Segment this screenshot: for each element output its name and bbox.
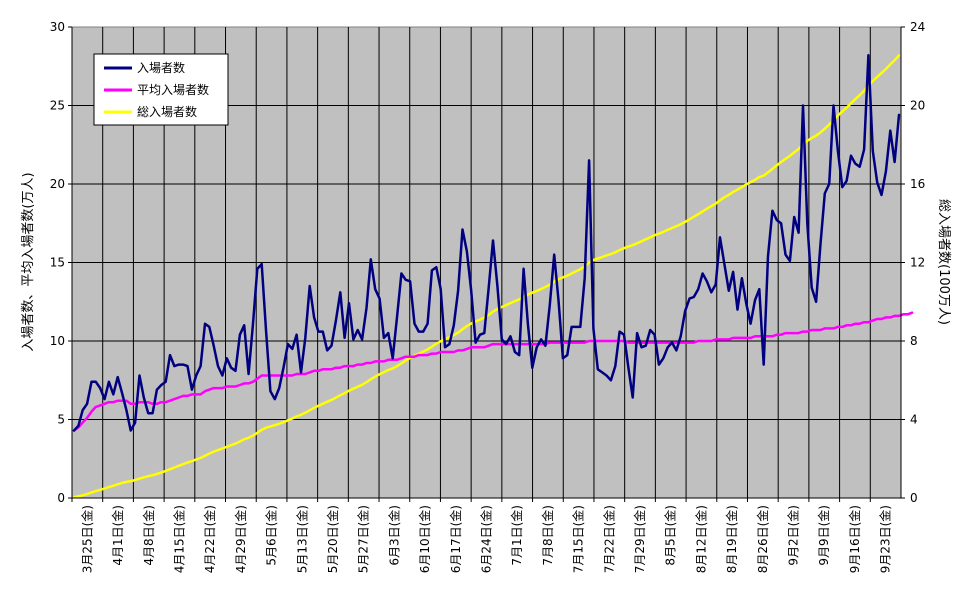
x-tick-label: 7月1日(金) — [509, 505, 524, 566]
x-tick-label: 5月13日(金) — [294, 505, 309, 573]
x-tick-label: 5月20日(金) — [325, 505, 340, 573]
left-tick-label: 15 — [50, 256, 65, 270]
x-tick-label: 6月17日(金) — [448, 505, 463, 573]
x-tick-label: 9月2日(金) — [786, 505, 801, 566]
x-tick-label: 8月5日(金) — [663, 505, 678, 566]
right-tick-label: 24 — [910, 20, 925, 34]
right-tick-label: 16 — [910, 177, 925, 191]
x-tick-label: 3月25日(金) — [79, 505, 94, 573]
x-tick-label: 8月26日(金) — [755, 505, 770, 573]
x-tick-label: 4月1日(金) — [110, 505, 125, 566]
right-axis-title: 総入場者数(100万人) — [936, 199, 951, 325]
x-tick-label: 7月22日(金) — [601, 505, 616, 573]
x-tick-label: 9月23日(金) — [878, 505, 893, 573]
legend-label-series-2: 総入場者数 — [137, 104, 197, 119]
x-tick-label: 9月16日(金) — [847, 505, 862, 573]
left-axis-title: 入場者数、平均入場者数(万人) — [21, 172, 36, 351]
right-tick-label: 0 — [910, 491, 918, 505]
x-tick-label: 8月12日(金) — [693, 505, 708, 573]
left-tick-label: 25 — [50, 99, 65, 113]
x-tick-label: 4月15日(金) — [171, 505, 186, 573]
x-tick-label: 7月15日(金) — [571, 505, 586, 573]
x-tick-label: 6月3日(金) — [386, 505, 401, 566]
x-tick-label: 6月24日(金) — [479, 505, 494, 573]
x-tick-label: 5月27日(金) — [356, 505, 371, 573]
x-tick-label: 4月8日(金) — [141, 505, 156, 566]
right-tick-label: 4 — [910, 413, 918, 427]
x-tick-label: 7月8日(金) — [540, 505, 555, 566]
legend: 入場者数 平均入場者数 総入場者数 — [93, 53, 229, 126]
left-tick-label: 10 — [50, 334, 65, 348]
left-axis-ticks: 0 5 10 15 20 25 30 — [50, 20, 72, 505]
left-tick-label: 30 — [50, 20, 65, 34]
x-tick-label: 4月29日(金) — [233, 505, 248, 573]
x-tick-label: 5月6日(金) — [264, 505, 279, 566]
right-tick-label: 8 — [910, 334, 918, 348]
x-tick-label: 9月9日(金) — [816, 505, 831, 566]
legend-label-series-0: 入場者数 — [137, 60, 185, 75]
left-tick-label: 20 — [50, 177, 65, 191]
x-tick-label: 7月29日(金) — [632, 505, 647, 573]
left-tick-label: 5 — [57, 413, 65, 427]
left-tick-label: 0 — [57, 491, 65, 505]
legend-label-series-1: 平均入場者数 — [137, 82, 209, 97]
x-tick-label: 8月19日(金) — [724, 505, 739, 573]
x-tick-label: 6月10日(金) — [417, 505, 432, 573]
x-axis-ticks: 3月25日(金) 4月1日(金) 4月8日(金) 4月15日(金) 4月22日(金) 4月… — [71, 498, 893, 573]
series-line-1 — [72, 311, 914, 432]
right-tick-label: 20 — [910, 99, 925, 113]
x-tick-label: 4月22日(金) — [202, 505, 217, 573]
series-layer — [72, 54, 914, 499]
series-line-0 — [72, 54, 901, 432]
right-tick-label: 12 — [910, 256, 925, 270]
right-axis-ticks: 0 4 8 12 16 20 24 — [901, 20, 925, 505]
